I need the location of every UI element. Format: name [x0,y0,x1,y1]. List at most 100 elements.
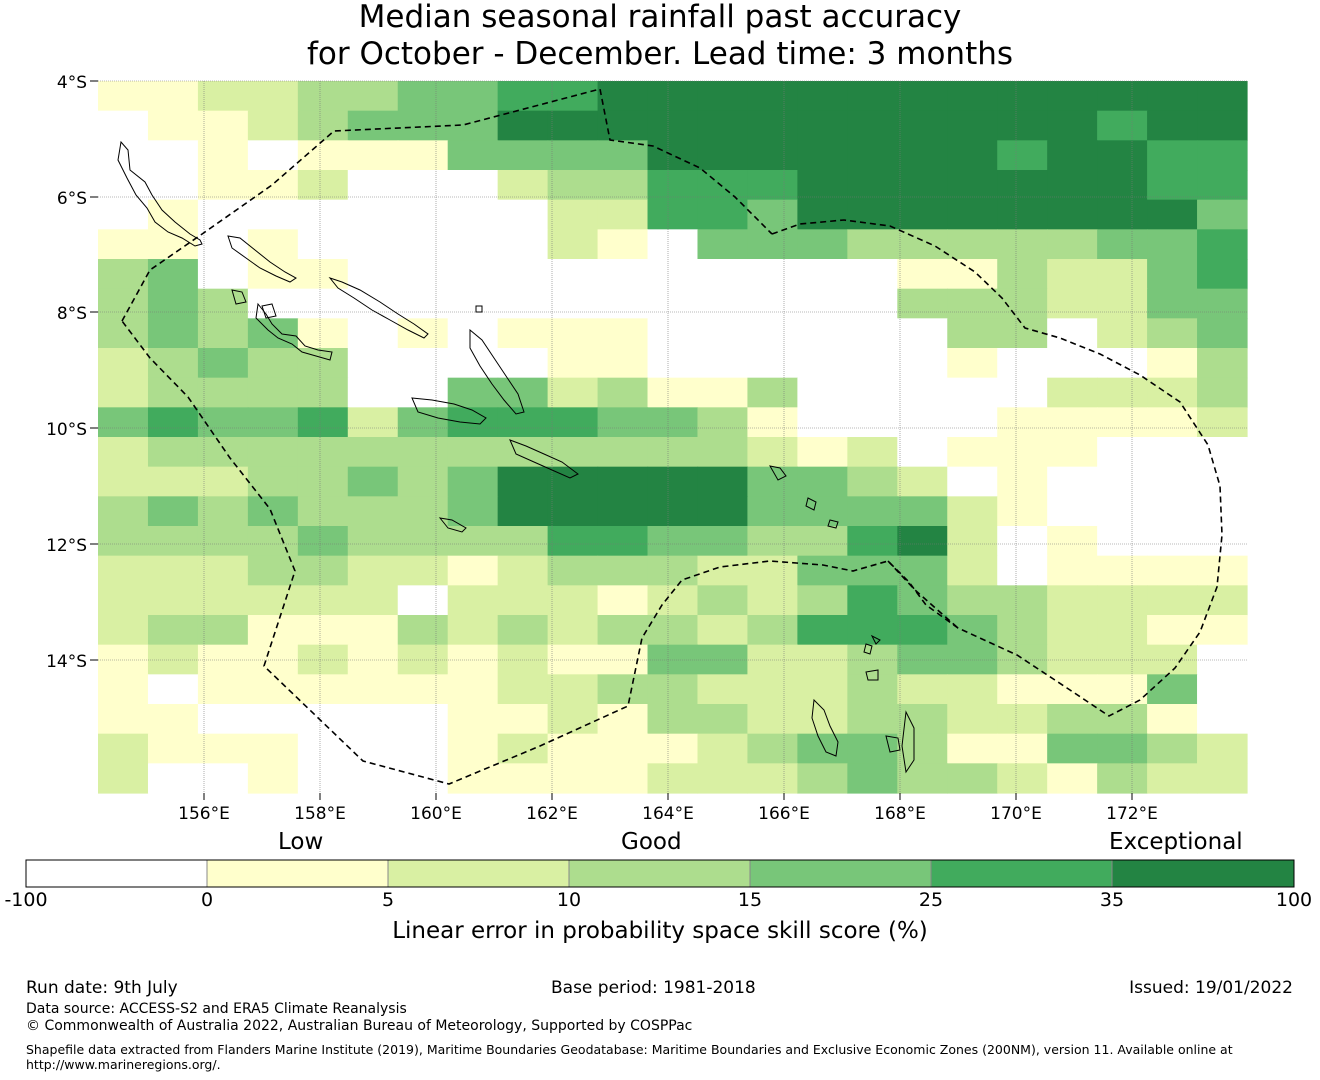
grid-cell [947,81,998,112]
longitude-label: 166°E [758,804,810,824]
grid-cell [247,526,299,557]
eez-boundary-vanuatu [887,560,959,629]
grid-cell [98,348,149,379]
grid-cell [947,496,998,527]
grid-cell [1097,377,1148,408]
grid-cell [647,199,699,230]
grid-cell [297,170,349,201]
grid-cell [397,377,449,408]
colorbar-swatch [388,860,569,887]
grid-cell [1147,288,1198,319]
grid-cell [947,140,998,171]
grid-cell [647,318,699,349]
grid-cell [98,674,149,705]
grid-cell [597,526,649,557]
grid-cell [797,763,848,794]
grid-cell [397,496,449,527]
grid-cell [397,81,449,112]
grid-cell [1047,377,1098,408]
grid-cell [997,229,1048,260]
grid-cell [447,318,499,349]
grid-cell [947,110,998,141]
grid-cell [847,615,898,646]
grid-cell [647,377,699,408]
grid-cell [747,348,798,379]
run-date: Run date: 9th July [26,978,178,998]
island-utupua [805,497,817,511]
grid-cell [697,318,749,349]
grid-cell [447,466,499,497]
grid-cell [447,437,499,468]
grid-cell [447,288,499,319]
latitude-label: 4°S [57,73,87,93]
grid-cell [597,585,649,616]
grid-cell [947,704,998,735]
grid-cell [947,377,998,408]
grid-cell [347,704,399,735]
grid-cell [447,704,499,735]
grid-cell [147,763,199,794]
map-title-line-1: Median seasonal rainfall past accuracy [358,0,962,35]
grid-cell [497,496,549,527]
grid-cell [397,318,449,349]
grid-cell [747,733,798,764]
grid-cell [697,674,749,705]
grid-cell [997,466,1048,497]
grid-cell [497,585,549,616]
latitude-label: 10°S [46,420,87,440]
grid-cell [297,704,349,735]
grid-cell [947,170,998,201]
grid-cell [847,348,898,379]
grid-cell [1097,110,1148,141]
island-shortlands [231,289,247,305]
island-vanikoro [827,519,839,529]
grid-cell [647,437,699,468]
grid-cell [1197,585,1248,616]
grid-cell [1097,170,1148,201]
grid-cell [997,674,1048,705]
island-new-georgia [255,302,333,361]
grid-cell [997,407,1048,438]
colorbar-tick-label: 15 [737,889,763,911]
grid-cell [447,496,499,527]
grid-cell [597,377,649,408]
colorbar-swatch [207,860,388,887]
grid-cell [647,229,699,260]
grid-cell [797,377,848,408]
grid-cell [197,288,249,319]
grid-cell [98,615,149,646]
grid-cell [847,585,898,616]
grid-cell [747,377,798,408]
grid-cell [797,526,848,557]
grid-cell [647,407,699,438]
grid-cell [147,140,199,171]
grid-cell [647,733,699,764]
grid-cell [697,555,749,586]
grid-cell [397,615,449,646]
grid-cell [1047,763,1098,794]
grid-cell [947,585,998,616]
grid-cell [647,615,699,646]
colorbar-swatch [931,860,1112,887]
grid-cell [1147,170,1198,201]
grid-cell [547,229,599,260]
grid-cell [1147,733,1198,764]
grid-cell [597,140,649,171]
grid-cell [347,674,399,705]
grid-cell [997,110,1048,141]
grid-cell [1197,555,1248,586]
grid-cell [547,615,599,646]
grid-cell [847,704,898,735]
grid-cell [647,81,699,112]
grid-cell [98,110,149,141]
grid-cell [247,585,299,616]
grid-cell [597,110,649,141]
grid-cell [597,466,649,497]
grid-cell [247,170,299,201]
grid-cell [597,407,649,438]
grid-cell [1197,763,1248,794]
grid-cell [297,526,349,557]
grid-cell [547,288,599,319]
grid-cell [147,466,199,497]
colorbar-tick-label: 25 [918,889,944,911]
